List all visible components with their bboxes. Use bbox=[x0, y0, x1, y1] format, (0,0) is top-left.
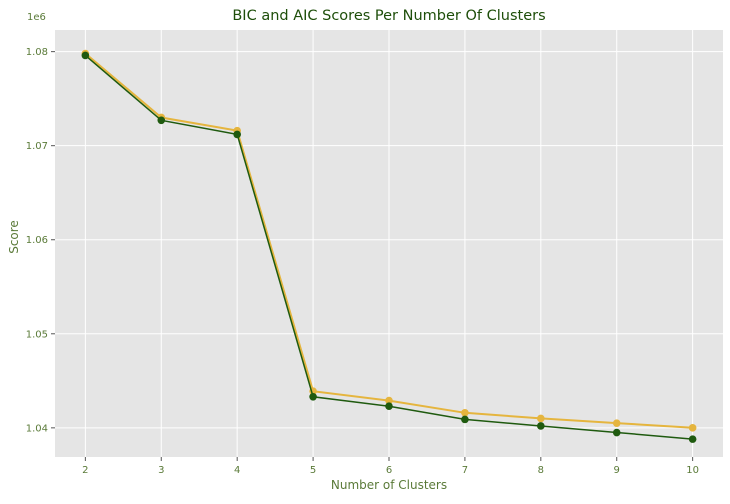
series-2-point bbox=[233, 130, 241, 139]
chart-title: BIC and AIC Scores Per Number Of Cluster… bbox=[232, 8, 545, 24]
x-tick-label: 10 bbox=[686, 465, 699, 476]
x-tick-label: 6 bbox=[386, 465, 392, 476]
series-2-point bbox=[461, 415, 469, 424]
y-axis-ticks: 1.04 1.05 1.06 1.07 1.08 bbox=[26, 47, 55, 434]
y-tick-label: 1.07 bbox=[26, 141, 48, 152]
series-2-point bbox=[157, 116, 166, 125]
x-axis-ticks: 2 3 4 5 6 7 8 9 10 bbox=[82, 457, 699, 476]
series-1-point bbox=[385, 396, 393, 405]
series-2-point bbox=[385, 402, 393, 411]
x-tick-label: 4 bbox=[234, 465, 240, 476]
y-tick-label: 1.05 bbox=[26, 329, 48, 340]
series-2-point bbox=[81, 51, 90, 60]
x-tick-label: 5 bbox=[310, 465, 316, 476]
series-1-point bbox=[688, 424, 697, 432]
series-1-point bbox=[461, 408, 469, 417]
series-1-point bbox=[537, 414, 545, 423]
x-tick-label: 8 bbox=[538, 465, 544, 476]
x-tick-label: 2 bbox=[82, 465, 88, 476]
x-tick-label: 3 bbox=[158, 465, 164, 476]
series-layer bbox=[81, 49, 697, 443]
x-tick-label: 7 bbox=[462, 465, 468, 476]
series-2-point bbox=[309, 393, 317, 401]
x-axis-label: Number of Clusters bbox=[331, 478, 447, 492]
series-2-point bbox=[688, 435, 697, 443]
x-tick-label: 9 bbox=[614, 465, 620, 476]
y-tick-label: 1.06 bbox=[26, 235, 48, 246]
series-1-point bbox=[612, 419, 621, 427]
series-2-point bbox=[612, 428, 621, 437]
y-tick-label: 1.04 bbox=[26, 423, 48, 434]
y-axis-offset-label: 1e6 bbox=[27, 12, 46, 23]
series-2-point bbox=[537, 422, 545, 430]
grid-lines bbox=[55, 30, 723, 457]
y-tick-label: 1.08 bbox=[26, 47, 48, 58]
y-axis-label: Score bbox=[7, 220, 21, 254]
